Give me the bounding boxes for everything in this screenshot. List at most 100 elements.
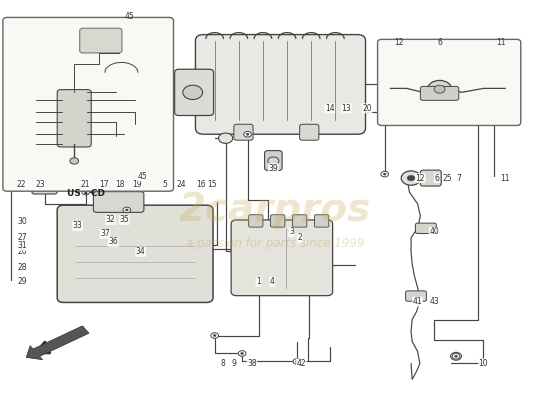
Text: 41: 41 [413,297,422,306]
Text: 23: 23 [35,180,45,188]
Circle shape [381,171,388,177]
Circle shape [62,111,65,113]
FancyBboxPatch shape [405,291,426,301]
Text: 38: 38 [247,359,257,368]
Text: 40: 40 [429,227,439,236]
Text: 29: 29 [18,277,28,286]
Circle shape [407,175,415,181]
Circle shape [123,207,131,213]
Text: 42: 42 [296,359,306,368]
Text: 4: 4 [270,277,274,286]
Text: 12: 12 [394,38,404,47]
Text: 45: 45 [138,172,147,180]
Text: 36: 36 [108,237,118,246]
Text: 7: 7 [456,174,461,182]
Text: 25: 25 [443,174,453,182]
Text: 35: 35 [119,216,129,224]
Circle shape [125,209,128,211]
Circle shape [401,171,421,185]
Text: 33: 33 [73,222,82,230]
Circle shape [450,352,461,360]
Text: 5: 5 [163,180,168,188]
Text: 21: 21 [81,180,91,188]
Circle shape [218,133,233,143]
Circle shape [183,85,202,100]
FancyBboxPatch shape [174,69,213,116]
FancyBboxPatch shape [415,223,436,234]
Text: 30: 30 [18,218,28,226]
Circle shape [84,94,91,99]
FancyArrow shape [26,326,89,360]
Text: 11: 11 [500,174,510,182]
FancyBboxPatch shape [3,18,173,191]
Text: 27: 27 [18,233,28,242]
Text: 14: 14 [325,104,334,113]
FancyBboxPatch shape [32,171,57,194]
FancyBboxPatch shape [265,150,282,170]
FancyBboxPatch shape [420,170,441,186]
Text: 37: 37 [100,229,110,238]
Text: 6: 6 [437,38,442,47]
Text: 12: 12 [416,174,425,182]
FancyBboxPatch shape [378,39,521,126]
FancyBboxPatch shape [300,124,319,140]
Text: 45: 45 [125,12,135,21]
Circle shape [434,85,445,93]
FancyBboxPatch shape [249,215,263,227]
Text: 26: 26 [18,247,28,256]
Text: 34: 34 [136,247,145,256]
Text: 6: 6 [434,174,439,182]
Text: 10: 10 [478,359,488,368]
Text: 24: 24 [177,180,186,188]
FancyBboxPatch shape [80,28,122,53]
Circle shape [82,189,90,195]
Circle shape [60,110,68,115]
Circle shape [84,191,87,193]
Text: 39: 39 [268,164,278,173]
FancyBboxPatch shape [315,215,329,227]
Text: 19: 19 [132,180,141,188]
Text: 3: 3 [289,227,294,236]
FancyBboxPatch shape [57,205,213,302]
Circle shape [452,354,460,359]
Text: 13: 13 [342,104,351,113]
Circle shape [86,95,89,98]
Circle shape [427,80,452,98]
Text: 32: 32 [106,216,116,224]
Text: 20: 20 [362,104,372,113]
Text: 11: 11 [496,38,506,47]
Text: 28: 28 [18,263,28,272]
FancyBboxPatch shape [57,90,91,147]
Text: 2: 2 [298,233,302,242]
Circle shape [240,352,244,354]
Text: 18: 18 [116,180,125,188]
Text: a passion for parts since 1999: a passion for parts since 1999 [186,237,364,250]
Circle shape [211,333,218,338]
Text: 31: 31 [18,241,28,250]
Text: 17: 17 [99,180,109,188]
Text: 22: 22 [17,180,26,188]
Circle shape [268,157,279,165]
Circle shape [383,173,386,175]
Circle shape [39,178,50,186]
Circle shape [213,334,216,336]
FancyBboxPatch shape [420,86,459,100]
Circle shape [293,359,301,364]
Text: 43: 43 [429,297,439,306]
Text: 15: 15 [207,180,217,188]
Circle shape [244,132,251,137]
FancyBboxPatch shape [234,124,253,140]
Text: US - CD: US - CD [67,189,104,198]
Text: 16: 16 [196,180,206,188]
Circle shape [295,360,299,362]
FancyBboxPatch shape [293,215,307,227]
Circle shape [246,133,249,135]
FancyBboxPatch shape [271,215,285,227]
Text: 2carpros: 2carpros [179,191,371,229]
FancyBboxPatch shape [195,34,366,134]
Text: 9: 9 [232,359,236,368]
FancyBboxPatch shape [94,192,144,212]
FancyBboxPatch shape [231,220,333,296]
Circle shape [70,158,79,164]
Circle shape [238,351,246,356]
